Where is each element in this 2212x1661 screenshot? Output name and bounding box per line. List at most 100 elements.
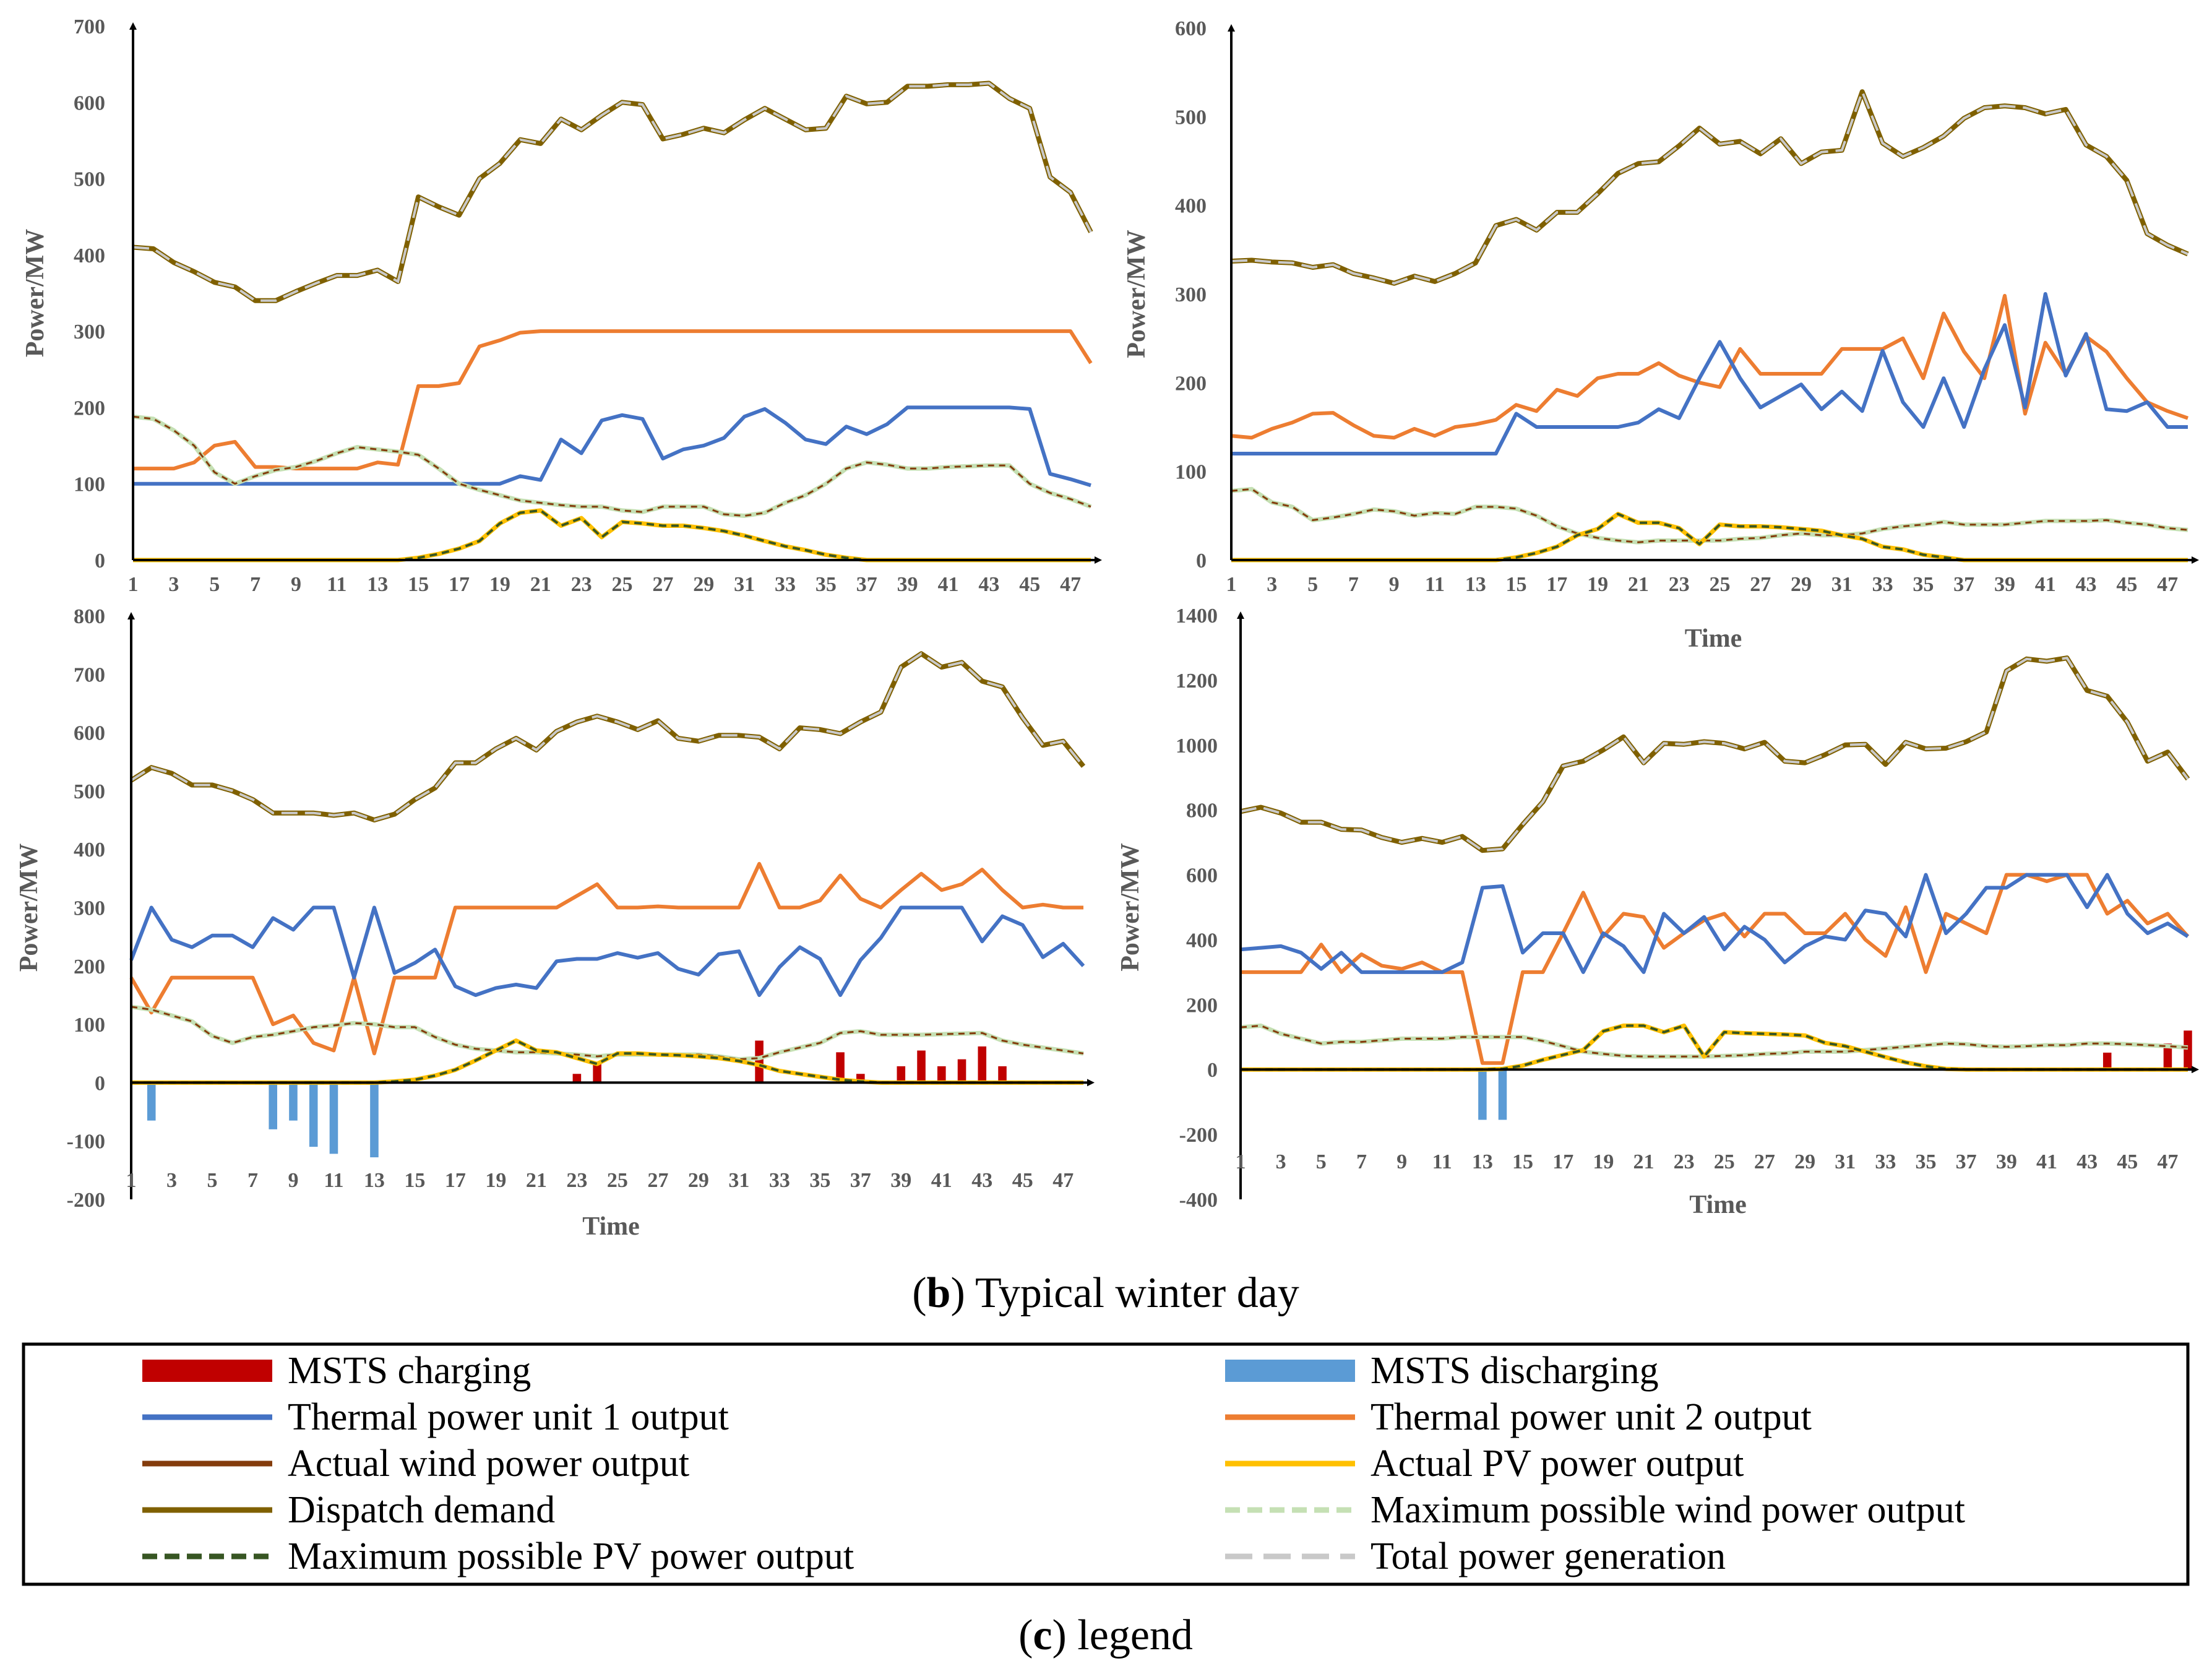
msts-charging-bar [978, 1046, 987, 1083]
x-axis-title: Time [1689, 1191, 1747, 1219]
y-tick-label: -400 [1179, 1189, 1218, 1212]
y-tick-label: 600 [74, 92, 105, 114]
series-pv-line [133, 509, 1091, 561]
caption-b: (b) Typical winter day [912, 1269, 1299, 1317]
x-tick-label: 5 [1316, 1150, 1327, 1173]
y-tick-label: -200 [67, 1189, 105, 1212]
legend-item-pv: Actual PV power output [1225, 1443, 1744, 1485]
series-tp2-line [1241, 873, 2190, 1065]
series-wind-line [1231, 488, 2188, 543]
x-tick-label: 1 [1236, 1150, 1246, 1173]
y-tick-label: 800 [1186, 800, 1218, 822]
series-tp1-line [1240, 873, 2189, 974]
x-tick-label: 41 [2036, 1150, 2057, 1173]
x-tick-label: 19 [485, 1169, 506, 1192]
x-tick-label: 45 [1012, 1169, 1033, 1192]
x-tick-label: 11 [327, 573, 346, 596]
y-tick-label: 1000 [1176, 735, 1218, 757]
msts-charging-bar [2184, 1030, 2192, 1070]
x-axis-title: Time [582, 1212, 640, 1241]
legend-label: Total power generation [1371, 1535, 1726, 1577]
x-tick-label: 19 [489, 573, 510, 596]
msts-discharging-bar [269, 1082, 277, 1129]
legend-item-maxwind: Maximum possible wind power output [1225, 1489, 1965, 1531]
x-tick-label: 17 [445, 1169, 466, 1192]
x-tick-label: 25 [611, 573, 632, 596]
x-tick-label: 47 [2157, 1150, 2178, 1173]
x-tick-label: 1 [126, 1169, 137, 1192]
x-tick-label: 31 [1835, 1150, 1856, 1173]
y-axis-title: Power/MW [15, 843, 43, 972]
y-tick-label: 1200 [1176, 670, 1218, 692]
x-tick-label: 45 [2117, 1150, 2138, 1173]
y-tick-label: 300 [1175, 283, 1207, 306]
series-demand-line [1231, 89, 2189, 286]
y-tick-label: 100 [1175, 461, 1207, 484]
y-tick-label: 100 [74, 1014, 105, 1037]
y-tick-label: 500 [74, 780, 105, 803]
x-tick-label: 13 [1472, 1150, 1493, 1173]
x-tick-label: 7 [1348, 573, 1359, 596]
x-tick-label: 37 [856, 573, 877, 596]
x-tick-label: 43 [971, 1169, 992, 1192]
x-tick-label: 31 [728, 1169, 749, 1192]
x-tick-label: 35 [1913, 573, 1934, 596]
legend-item-total: Total power generation [1225, 1535, 1726, 1577]
y-tick-label: 400 [1186, 929, 1218, 952]
y-tick-label: 200 [1186, 994, 1218, 1017]
x-tick-label: 45 [1019, 573, 1040, 596]
series-demand-line [129, 651, 1086, 822]
series-tp1-line [129, 905, 1085, 997]
legend-label: MSTS discharging [1371, 1350, 1659, 1392]
x-tick-label: 7 [1356, 1150, 1367, 1173]
x-tick-label: 39 [890, 1169, 911, 1192]
y-tick-label: 200 [74, 397, 105, 420]
msts-discharging-bar [1478, 1069, 1487, 1120]
msts-charging-bar [2163, 1043, 2172, 1070]
y-tick-label: 400 [74, 839, 105, 861]
x-tick-label: 15 [404, 1169, 425, 1192]
series-total-line [132, 82, 1092, 302]
y-tick-label: 500 [74, 168, 105, 191]
x-tick-label: 29 [688, 1169, 709, 1192]
x-tick-label: 29 [693, 573, 714, 596]
msts-discharging-bar [370, 1082, 379, 1158]
msts-discharging-bar [329, 1082, 338, 1154]
series-tp2-line [129, 861, 1083, 1056]
x-tick-label: 9 [288, 1169, 298, 1192]
x-tick-label: 21 [1628, 573, 1649, 596]
x-tick-label: 17 [1552, 1150, 1573, 1173]
legend-item-charge: MSTS charging [142, 1350, 531, 1392]
x-tick-label: 47 [2157, 573, 2178, 596]
y-tick-label: 100 [74, 473, 105, 496]
y-tick-label: 300 [74, 897, 105, 920]
y-tick-label: 400 [74, 244, 105, 267]
x-tick-label: 29 [1791, 573, 1812, 596]
x-tick-label: 11 [1432, 1150, 1452, 1173]
legend-swatch [1225, 1360, 1355, 1382]
y-tick-label: -200 [1179, 1124, 1218, 1147]
x-tick-label: 33 [769, 1169, 790, 1192]
x-tick-label: 9 [1396, 1150, 1407, 1173]
y-tick-label: 0 [95, 550, 105, 572]
msts-charging-bar [2102, 1052, 2112, 1070]
caption-c-letter: c [1033, 1611, 1052, 1659]
x-tick-label: 41 [2035, 573, 2056, 596]
x-tick-label: 5 [1307, 573, 1318, 596]
series-tp1-line [1231, 292, 2188, 455]
x-tick-label: 27 [1754, 1150, 1775, 1173]
y-axis-title: Power/MW [1116, 843, 1145, 972]
x-tick-label: 1 [1226, 573, 1237, 596]
x-axis-title: Time [1685, 624, 1742, 653]
x-tick-label: 15 [408, 573, 429, 596]
y-tick-label: 300 [74, 321, 105, 343]
msts-discharging-bar [147, 1082, 156, 1121]
x-tick-label: 31 [1831, 573, 1853, 596]
y-tick-label: 0 [95, 1072, 105, 1095]
x-tick-label: 35 [1916, 1150, 1937, 1173]
y-tick-label: 0 [1207, 1059, 1218, 1082]
msts-discharging-bar [289, 1082, 298, 1121]
y-tick-label: 200 [1175, 372, 1207, 395]
